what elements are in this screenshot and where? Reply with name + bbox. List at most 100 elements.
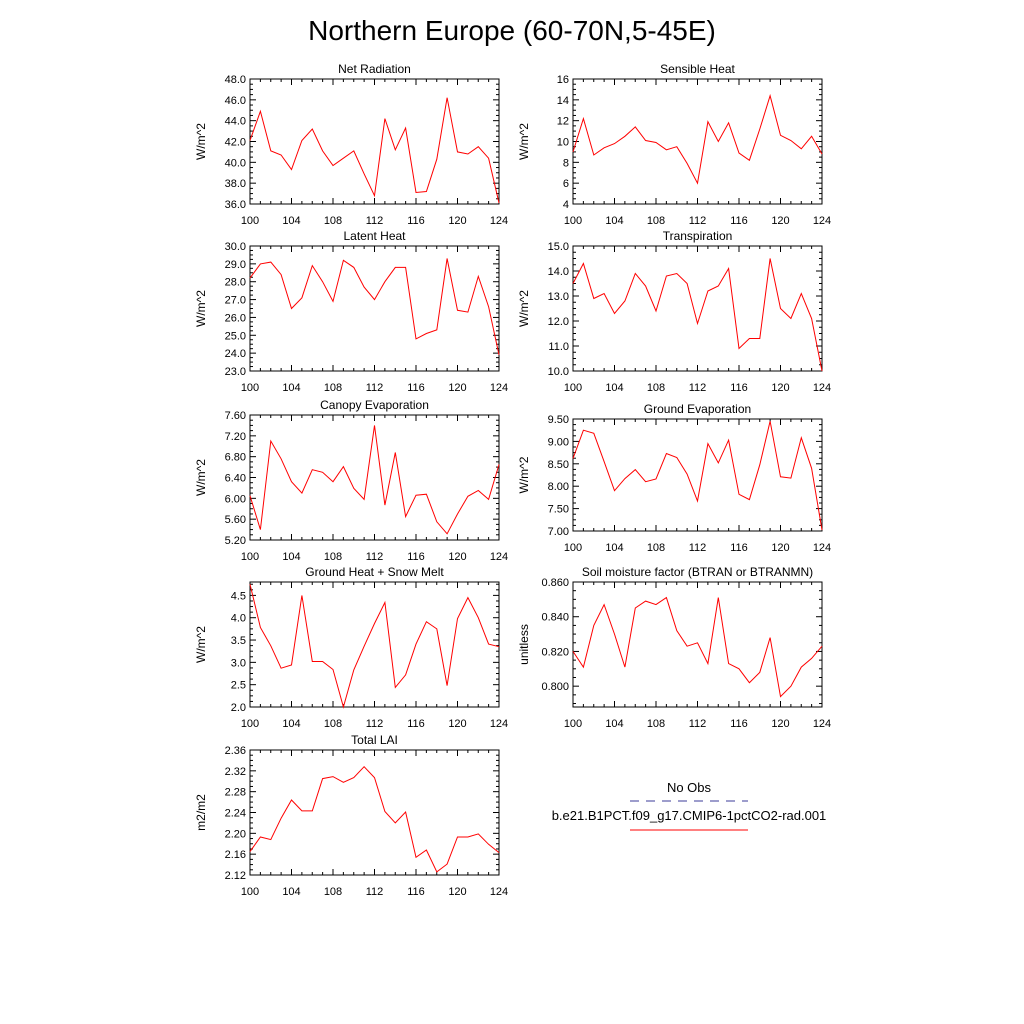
y-tick-label: 0.840 xyxy=(541,612,569,624)
x-tick-label: 112 xyxy=(366,718,384,730)
x-tick-label: 100 xyxy=(241,886,259,898)
x-tick-label: 104 xyxy=(605,718,623,730)
x-tick-label: 100 xyxy=(241,215,259,227)
plot-frame xyxy=(249,414,500,541)
chart-title: Total LAI xyxy=(351,733,398,747)
series-line-1 xyxy=(249,425,500,535)
y-tick-label: 23.0 xyxy=(225,366,246,378)
x-tick-label: 124 xyxy=(813,215,831,227)
y-tick-label: 2.0 xyxy=(231,702,246,714)
y-tick-label: 12.0 xyxy=(548,316,569,328)
y-tick-label: 6.40 xyxy=(225,473,246,485)
y-axis-label: W/m^2 xyxy=(194,459,208,496)
plot-frame xyxy=(249,749,500,876)
series-line-1 xyxy=(572,258,823,372)
x-tick-label: 104 xyxy=(605,542,623,554)
y-tick-label: 48.0 xyxy=(225,74,246,86)
y-tick-label: 6.00 xyxy=(225,493,246,505)
chart-panel-8: Soil moisture factor (BTRAN or BTRANMN) u… xyxy=(517,565,831,730)
y-axis-label: m2/m2 xyxy=(194,794,208,831)
x-tick-label: 104 xyxy=(605,382,623,394)
y-tick-label: 11.0 xyxy=(548,341,569,353)
y-tick-label: 10.0 xyxy=(548,366,569,378)
y-tick-label: 29.0 xyxy=(225,259,246,271)
x-tick-label: 124 xyxy=(490,718,508,730)
x-tick-label: 100 xyxy=(241,551,259,563)
series-line-1 xyxy=(249,258,500,356)
y-tick-label: 7.00 xyxy=(548,526,569,538)
y-axis-label: W/m^2 xyxy=(517,123,531,160)
x-tick-label: 108 xyxy=(647,215,665,227)
chart-title: Sensible Heat xyxy=(660,62,735,76)
x-tick-label: 108 xyxy=(324,551,342,563)
x-tick-label: 116 xyxy=(730,542,748,554)
x-tick-label: 108 xyxy=(324,382,342,394)
y-tick-label: 9.50 xyxy=(548,414,569,426)
y-tick-label: 27.0 xyxy=(225,295,246,307)
y-tick-label: 5.20 xyxy=(225,535,246,547)
y-tick-label: 6.80 xyxy=(225,452,246,464)
chart-panel-3: Latent Heat W/m^2 100 104 108 112 116 120 124 23.… xyxy=(194,229,508,394)
x-tick-label: 116 xyxy=(407,551,425,563)
y-axis-label: unitless xyxy=(517,624,531,665)
y-tick-label: 25.0 xyxy=(225,330,246,342)
y-tick-label: 28.0 xyxy=(225,277,246,289)
x-tick-label: 108 xyxy=(324,215,342,227)
chart-title: Ground Evaporation xyxy=(644,402,751,416)
y-tick-label: 8.00 xyxy=(548,481,569,493)
x-tick-label: 108 xyxy=(324,886,342,898)
x-tick-label: 124 xyxy=(813,718,831,730)
y-tick-label: 0.820 xyxy=(541,646,569,658)
y-tick-label: 4 xyxy=(563,199,569,211)
chart-title: Canopy Evaporation xyxy=(320,398,429,412)
y-axis-label: W/m^2 xyxy=(517,290,531,327)
y-tick-label: 7.20 xyxy=(225,431,246,443)
x-tick-label: 120 xyxy=(448,382,466,394)
x-tick-label: 108 xyxy=(324,718,342,730)
x-tick-label: 112 xyxy=(689,718,707,730)
y-tick-label: 2.5 xyxy=(231,680,246,692)
y-tick-label: 4.5 xyxy=(231,590,246,602)
x-tick-label: 120 xyxy=(771,215,789,227)
x-tick-label: 120 xyxy=(448,886,466,898)
y-tick-label: 36.0 xyxy=(225,199,246,211)
x-tick-label: 112 xyxy=(689,382,707,394)
y-tick-label: 7.50 xyxy=(548,504,569,516)
x-tick-label: 100 xyxy=(564,718,582,730)
x-tick-label: 124 xyxy=(490,215,508,227)
y-tick-label: 7.60 xyxy=(225,410,246,422)
y-tick-label: 2.16 xyxy=(225,849,246,861)
y-tick-label: 8 xyxy=(563,157,569,169)
y-tick-label: 2.24 xyxy=(225,808,246,820)
chart-panel-9: Total LAI m2/m2 100 104 108 112 116 120 124 2.12 2… xyxy=(194,733,508,898)
x-tick-label: 112 xyxy=(366,886,384,898)
x-tick-label: 104 xyxy=(282,551,300,563)
chart-panel-4: Transpiration W/m^2 100 104 108 112 116 120 124 1… xyxy=(517,229,831,394)
x-tick-label: 120 xyxy=(448,718,466,730)
plot-frame xyxy=(249,245,500,372)
plot-frame xyxy=(572,418,823,532)
y-tick-label: 15.0 xyxy=(548,241,569,253)
x-tick-label: 108 xyxy=(647,542,665,554)
x-tick-label: 116 xyxy=(730,215,748,227)
x-tick-label: 112 xyxy=(366,215,384,227)
x-tick-label: 124 xyxy=(813,382,831,394)
x-tick-label: 112 xyxy=(689,542,707,554)
x-tick-label: 120 xyxy=(448,215,466,227)
y-tick-label: 38.0 xyxy=(225,178,246,190)
y-axis-label: W/m^2 xyxy=(194,290,208,327)
x-tick-label: 108 xyxy=(647,382,665,394)
y-tick-label: 2.28 xyxy=(225,787,246,799)
y-tick-label: 4.0 xyxy=(231,613,246,625)
y-tick-label: 14 xyxy=(557,95,569,107)
x-tick-label: 100 xyxy=(564,215,582,227)
y-tick-label: 9.00 xyxy=(548,436,569,448)
chart-title: Soil moisture factor (BTRAN or BTRANMN) xyxy=(582,565,813,579)
x-tick-label: 124 xyxy=(490,551,508,563)
chart-panel-5: Canopy Evaporation W/m^2 100 104 108 112 116 12… xyxy=(194,398,508,563)
x-tick-label: 100 xyxy=(241,718,259,730)
x-tick-label: 112 xyxy=(366,382,384,394)
y-tick-label: 44.0 xyxy=(225,116,246,128)
chart-panel-6: Ground Evaporation W/m^2 100 104 108 112 116 12… xyxy=(517,402,831,554)
